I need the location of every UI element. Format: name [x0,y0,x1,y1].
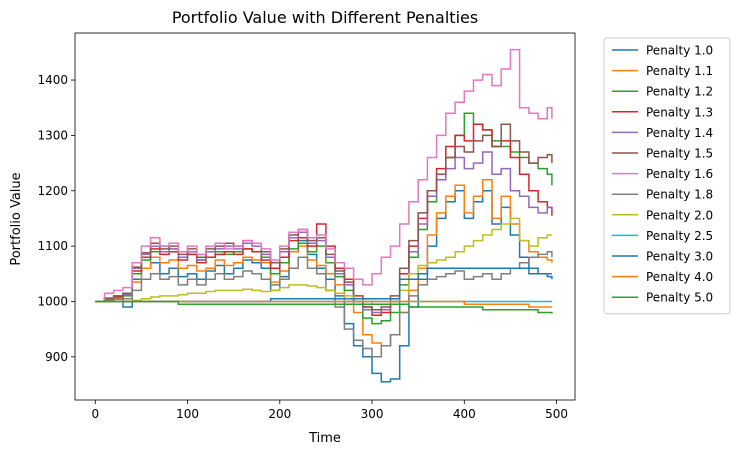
legend: Penalty 1.0 Penalty 1.1 Penalty 1.2 Penalty… [603,37,731,315]
y-tick-label: 900 [45,350,68,364]
x-tick-label: 200 [268,407,291,421]
legend-label-12: Penalty 4.0 [646,270,713,284]
legend-label-8: Penalty 1.8 [646,188,713,202]
legend-label-4: Penalty 1.3 [646,105,713,119]
plot-area: 0 100 200 300 400 500 900 1000 1100 1200 1300 1400 [37,32,576,421]
y-tick-label: 1400 [37,73,68,87]
y-tick-label: 1200 [37,184,68,198]
legend-box [603,37,731,315]
y-tick-label: 1300 [37,128,68,142]
series-line-2 [95,178,553,347]
series-line-6 [95,123,553,311]
x-tick-label: 0 [91,407,99,421]
legend-label-10: Penalty 2.5 [646,229,713,243]
y-tick-label: 1000 [37,294,68,308]
chart-title: Portfolio Value with Different Penalties [172,8,478,27]
series-line-13 [95,300,553,314]
x-tick-label: 500 [545,407,568,421]
series-line-7 [95,48,553,303]
x-axis-label: Time [308,431,341,446]
series-line-9 [95,217,552,305]
legend-label-11: Penalty 3.0 [646,250,713,264]
series-line-5 [95,151,553,314]
x-tick-label: 300 [361,407,384,421]
y-axis-label: Portfolio Value [9,172,24,265]
legend-label-1: Penalty 1.0 [646,44,713,58]
axes-frame [74,32,576,401]
x-tick-label: 100 [176,407,199,421]
legend-label-3: Penalty 1.2 [646,85,713,99]
y-tick-label: 1100 [37,239,68,253]
series-line-1 [95,190,553,383]
legend-label-2: Penalty 1.1 [646,64,713,78]
legend-label-13: Penalty 5.0 [646,291,713,305]
legend-label-9: Penalty 2.0 [646,208,713,222]
legend-label-6: Penalty 1.5 [646,147,713,161]
x-tick-label: 400 [453,407,476,421]
legend-label-5: Penalty 1.4 [646,126,713,140]
series-line-3 [95,112,553,325]
legend-label-7: Penalty 1.6 [646,167,713,181]
